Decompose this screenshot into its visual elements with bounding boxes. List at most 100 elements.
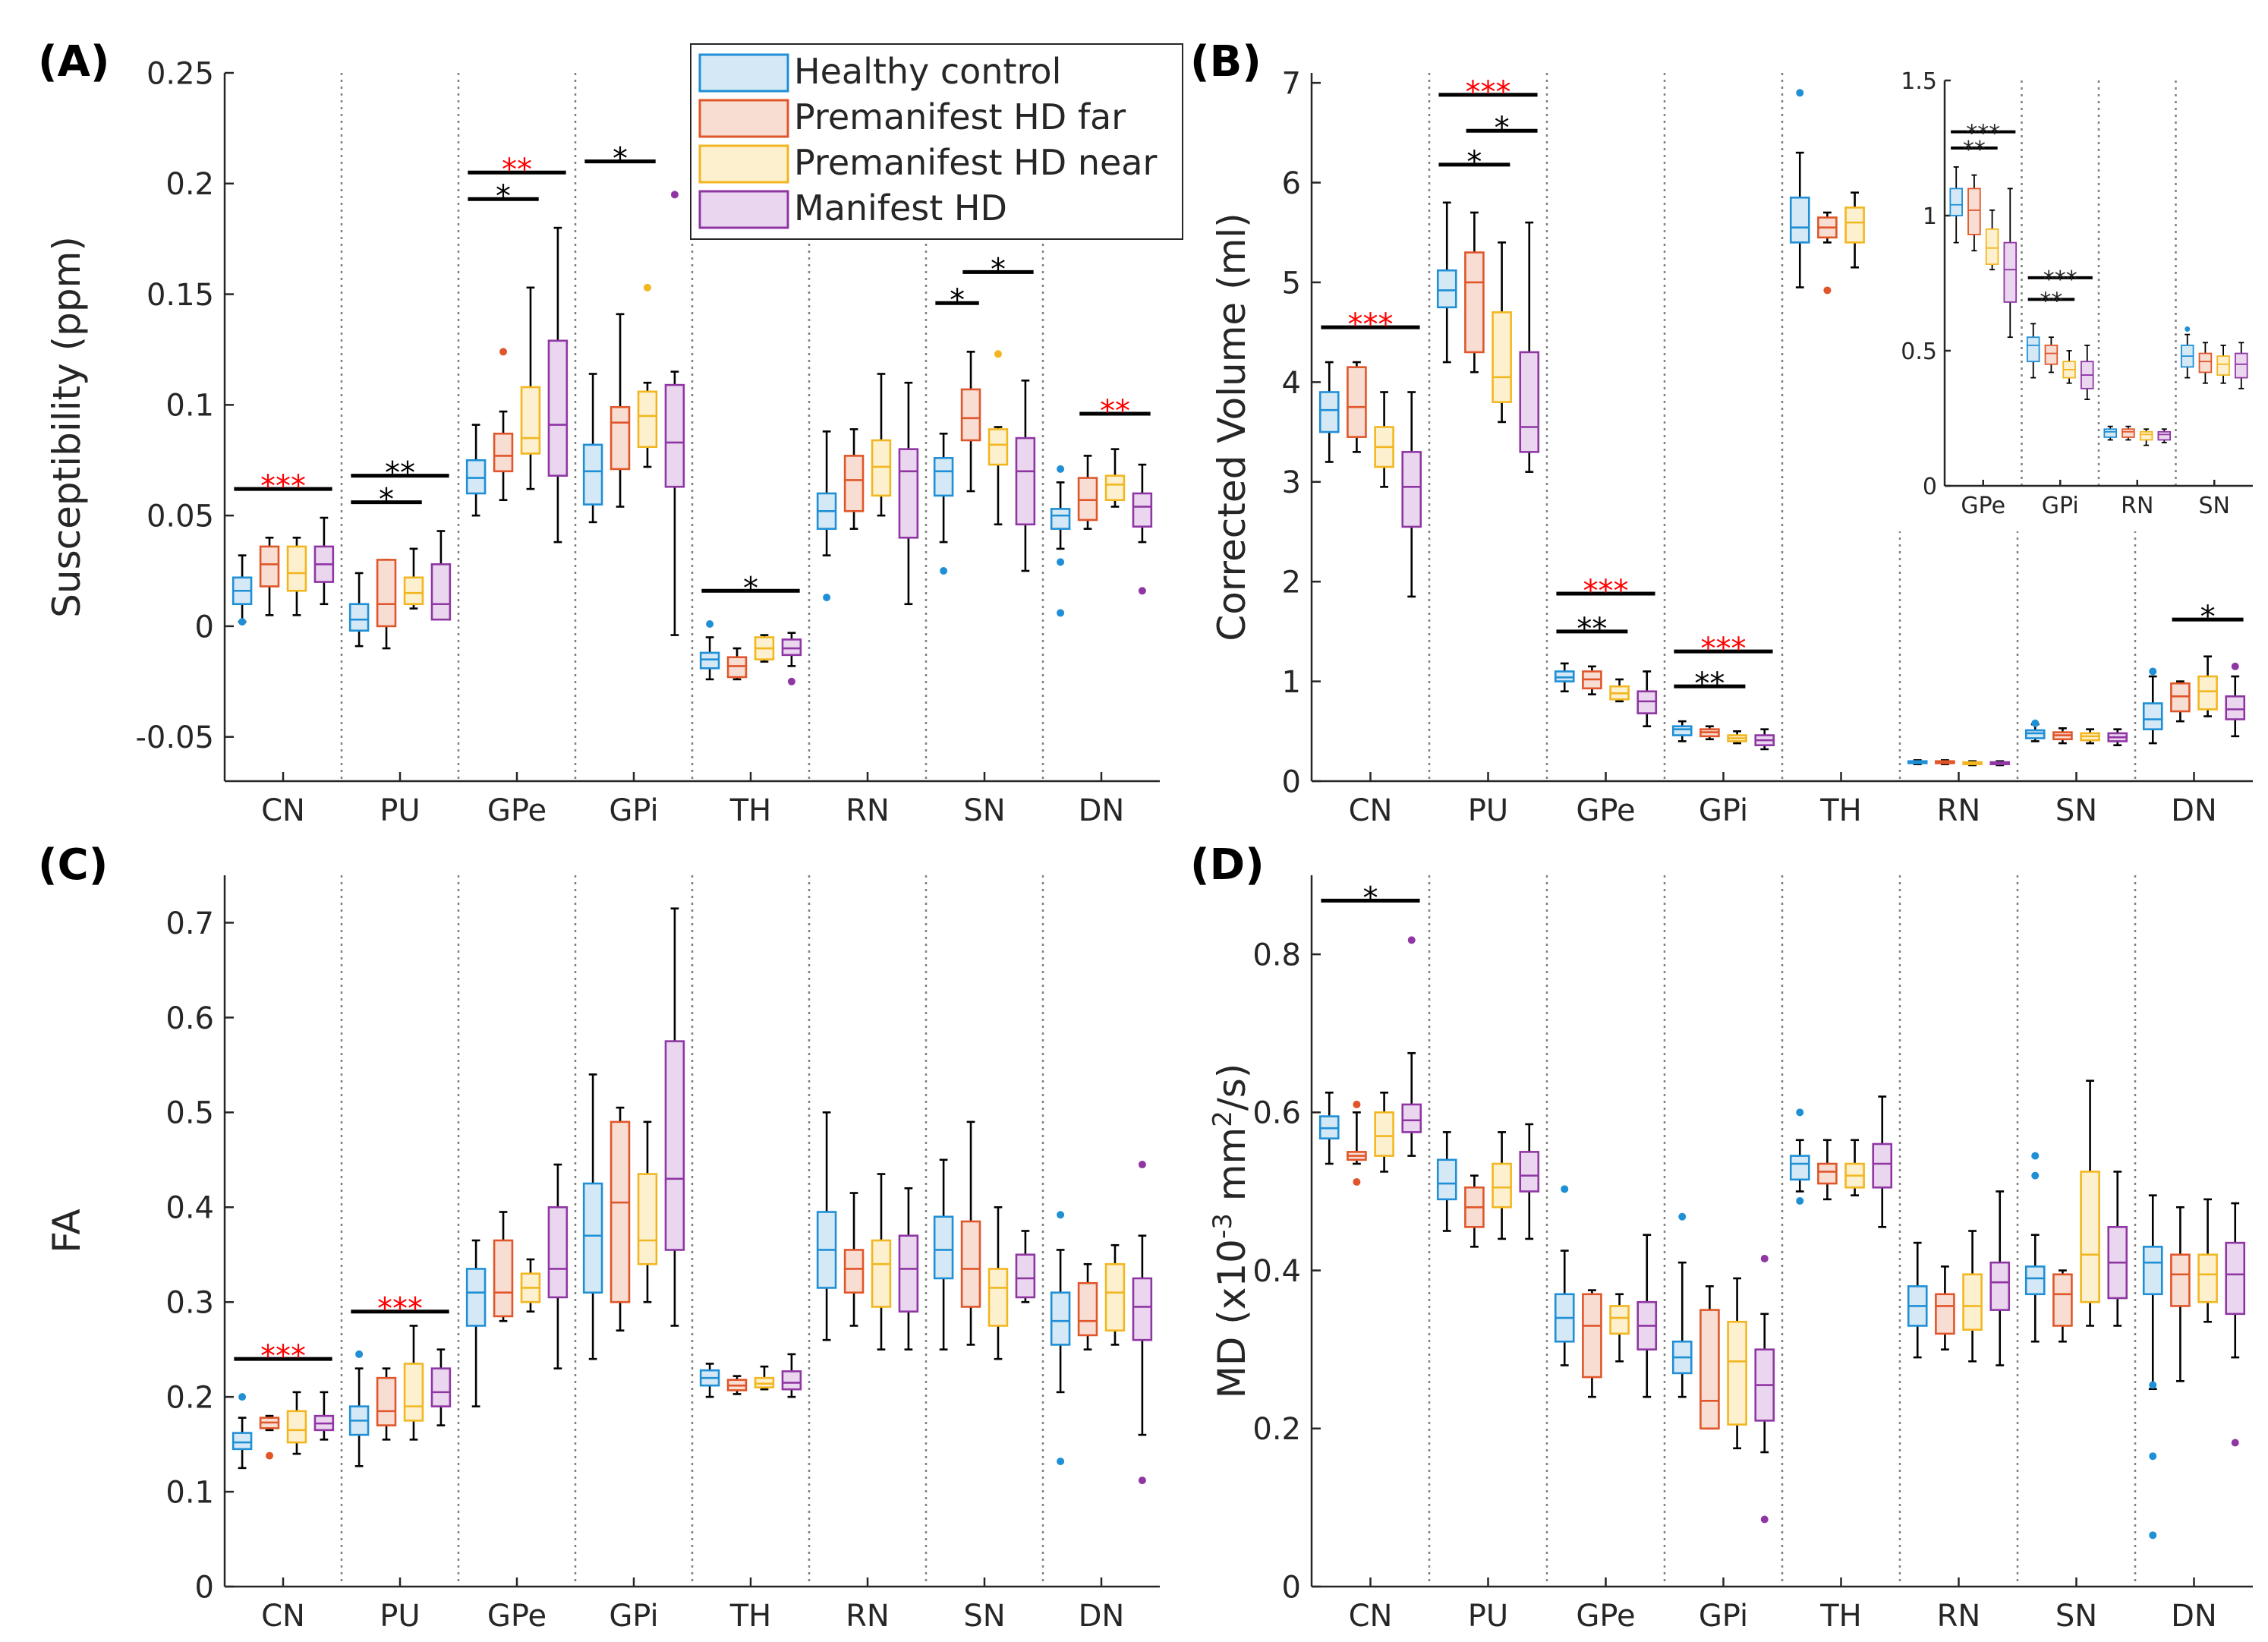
significance-stars: ***	[1701, 632, 1747, 667]
significance-stars: **	[2040, 288, 2062, 314]
legend-swatch-healthy-control	[698, 53, 789, 93]
box-gpi-group-4	[1754, 1313, 1775, 1454]
x-tick-label-rn: RN	[1937, 793, 1981, 828]
box-sn-group-1	[933, 432, 954, 544]
box-iqr	[1104, 474, 1126, 502]
panel-label: (D)	[1190, 840, 1265, 890]
box-sn-group-1	[933, 1158, 954, 1350]
box-iqr	[2139, 430, 2153, 441]
box-cn-group-3	[286, 536, 307, 616]
box-iqr	[1554, 670, 1575, 682]
box-cn-group-3	[286, 1391, 307, 1455]
box-th-group-3	[1844, 191, 1865, 269]
y-tick-label: 0.15	[146, 278, 214, 313]
x-tick-label-pu: PU	[380, 793, 420, 828]
y-tick-label: 0	[1923, 474, 1937, 500]
outlier-point	[2149, 1381, 2157, 1389]
box-iqr	[960, 1220, 981, 1308]
y-tick-label: 1	[1923, 203, 1937, 230]
outlier-point	[2031, 1152, 2040, 1160]
box-iqr	[1967, 188, 1981, 235]
box-sn-group-1	[2024, 1234, 2046, 1343]
outlier-point	[238, 618, 247, 626]
box-iqr	[933, 1215, 954, 1280]
box-iqr	[1789, 196, 1810, 244]
y-tick-label: 0.3	[165, 1286, 214, 1321]
box-gpe-group-2	[1967, 174, 1981, 252]
box-rn-group-2	[1935, 759, 1955, 765]
box-cn-group-3	[1374, 1092, 1394, 1173]
box-iqr	[898, 448, 919, 539]
box-iqr	[843, 1249, 865, 1294]
significance-gpi: ***	[2027, 266, 2093, 293]
box-gpi-group-4	[1754, 728, 1775, 751]
box-dn-group-2	[1077, 455, 1098, 530]
box-pu-group-4	[1519, 221, 1540, 473]
box-gpe-group-2	[493, 410, 514, 502]
outlier-point	[787, 677, 795, 685]
y-tick-label: 5	[1282, 266, 1301, 301]
box-iqr	[232, 1432, 253, 1451]
box-iqr	[664, 383, 685, 488]
box-iqr	[1401, 451, 1422, 528]
outlier-point	[643, 283, 651, 292]
box-iqr	[1492, 311, 1512, 403]
y-axis-label: FA	[45, 1209, 89, 1253]
y-tick-label: 0.4	[1252, 1254, 1301, 1289]
y-tick-label: 0.5	[165, 1096, 214, 1131]
box-th-group-4	[781, 632, 802, 667]
significance-gpe: ***	[1951, 121, 2016, 147]
x-tick-label-rn: RN	[1937, 1599, 1981, 1634]
outlier-point	[1138, 587, 1146, 595]
significance-dn: **	[1079, 394, 1151, 429]
significance-dn: *	[2172, 600, 2244, 635]
box-sn-group-4	[1015, 379, 1036, 572]
box-th-group-2	[1817, 211, 1838, 244]
box-iqr	[465, 1268, 487, 1327]
significance-pu: **	[351, 456, 449, 491]
box-iqr	[2225, 695, 2246, 720]
x-tick-label-th: TH	[729, 1599, 772, 1634]
box-th-group-3	[754, 634, 775, 663]
x-tick-label-sn: SN	[2055, 793, 2097, 828]
legend-swatch-manifest	[698, 190, 789, 229]
significance-cn: ***	[234, 469, 332, 504]
box-rn-group-3	[1962, 1230, 1983, 1363]
significance-stars: **	[1100, 394, 1130, 429]
y-tick-label: 0.6	[165, 1001, 214, 1036]
y-tick-label: 0.2	[165, 167, 214, 202]
outlier-point	[2231, 662, 2239, 670]
significance-stars: *	[743, 571, 758, 606]
box-iqr	[1077, 477, 1098, 522]
box-gpi-group-2	[2044, 336, 2059, 373]
box-cn-group-2	[259, 536, 280, 616]
x-tick-label-gpe: GPe	[1576, 1599, 1635, 1634]
box-dn-group-4	[2225, 1202, 2246, 1359]
box-gpe-group-2	[1582, 665, 1602, 695]
outlier-point	[1760, 1515, 1769, 1524]
box-rn-group-3	[1962, 760, 1983, 767]
box-gpe-group-4	[2003, 188, 2018, 339]
panel-label: (B)	[1190, 37, 1262, 87]
box-pu-group-3	[1492, 241, 1512, 424]
y-tick-label: 0.1	[165, 389, 214, 424]
box-iqr	[1671, 725, 1693, 736]
significance-stars: **	[385, 456, 415, 491]
box-iqr	[259, 545, 280, 588]
box-iqr	[547, 1205, 569, 1299]
box-iqr	[610, 1120, 631, 1303]
box-pu-group-2	[376, 1367, 397, 1441]
box-sn-group-3	[2080, 1079, 2100, 1327]
box-iqr	[637, 390, 658, 449]
y-tick-label: 6	[1282, 166, 1301, 201]
box-dn-group-4	[2225, 675, 2246, 738]
box-iqr	[286, 545, 307, 592]
box-sn-group-2	[2198, 342, 2213, 384]
box-sn-group-4	[2235, 342, 2248, 389]
box-sn-group-4	[1015, 1230, 1036, 1303]
y-tick-label: 3	[1282, 465, 1301, 500]
y-tick-label: 0.6	[1252, 1096, 1301, 1131]
outlier-point	[499, 348, 508, 356]
box-iqr	[1949, 188, 1963, 216]
box-gpe-group-2	[1582, 1289, 1602, 1398]
